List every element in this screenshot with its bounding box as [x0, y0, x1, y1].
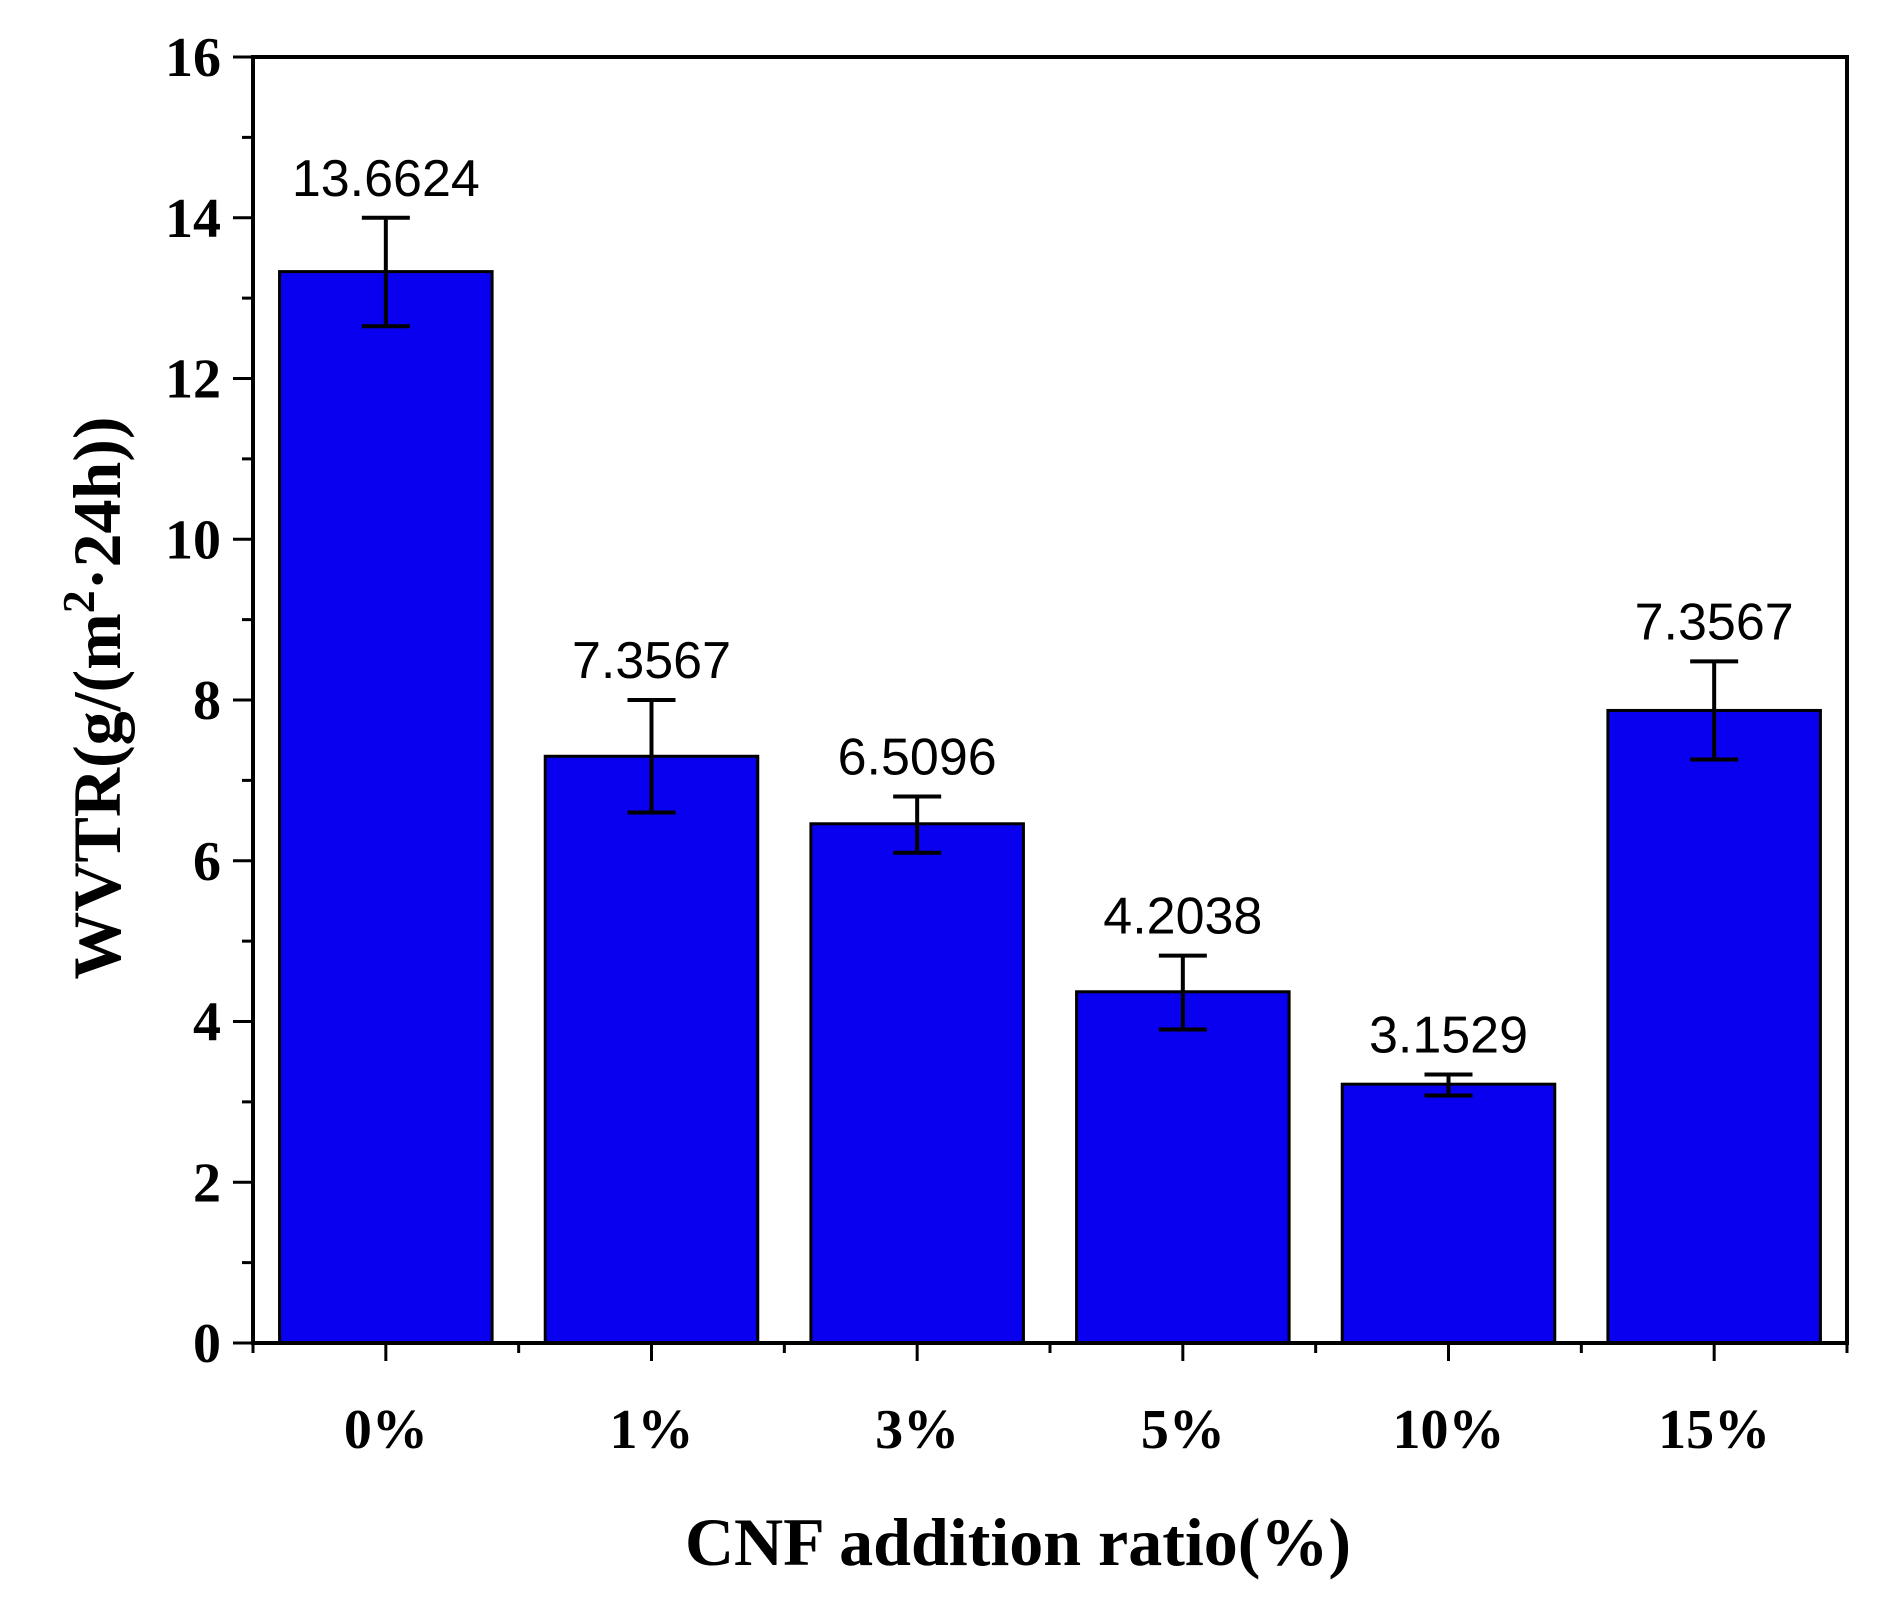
- x-tick-label-5: 10%: [1393, 1399, 1505, 1461]
- data-label-2: 7.3567: [572, 632, 731, 690]
- y-tick-label-8: 8: [193, 670, 221, 732]
- x-tick-label-1: 0%: [344, 1399, 428, 1461]
- y-tick-label-14: 14: [165, 188, 221, 250]
- x-tick-label-4: 5%: [1141, 1399, 1225, 1461]
- bars-layer: [278, 270, 1822, 1345]
- bar-1: [278, 270, 494, 1345]
- y-axis-title: WVTR(g/(m2·24h)): [53, 416, 135, 979]
- bar-5: [1340, 1082, 1557, 1345]
- x-axis-title: CNF addition ratio(%): [685, 1504, 1351, 1580]
- y-tick-label-6: 6: [193, 831, 221, 893]
- data-label-4: 4.2038: [1103, 888, 1262, 946]
- y-tick-label-2: 2: [193, 1152, 221, 1214]
- y-tick-label-0: 0: [193, 1313, 221, 1375]
- bar-4: [1075, 990, 1291, 1345]
- data-label-3: 6.5096: [838, 728, 997, 786]
- x-tick-label-2: 1%: [610, 1399, 694, 1461]
- y-tick-label-10: 10: [165, 509, 221, 571]
- error-bars-layer: [361, 215, 1739, 1098]
- bar-2: [543, 754, 760, 1345]
- data-label-1: 13.6624: [292, 150, 480, 208]
- ticks-layer: 0% 1% 3% 5% 10% 15% 0 2 4 6 8 10 12 14 16: [165, 27, 1849, 1461]
- data-label-5: 3.1529: [1369, 1007, 1528, 1065]
- x-tick-label-6: 15%: [1658, 1399, 1770, 1461]
- bar-6: [1606, 708, 1822, 1345]
- y-tick-label-16: 16: [165, 27, 221, 89]
- y-tick-label-12: 12: [165, 349, 221, 411]
- bar-3: [809, 822, 1025, 1345]
- x-tick-label-3: 3%: [875, 1399, 959, 1461]
- data-labels-layer: 13.6624 7.3567 6.5096 4.2038 3.1529 7.3567: [292, 150, 1794, 1065]
- data-label-6: 7.3567: [1635, 593, 1794, 651]
- y-tick-label-4: 4: [193, 992, 221, 1054]
